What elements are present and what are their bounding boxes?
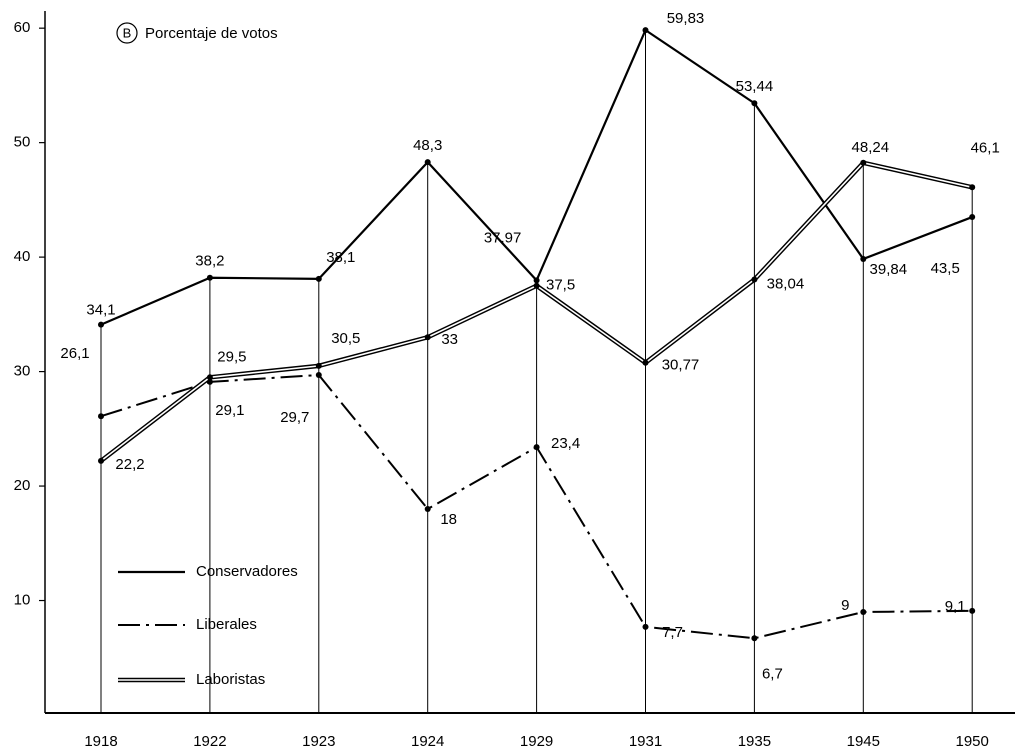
point: [969, 184, 976, 191]
point: [533, 282, 540, 289]
data-label: 37,5: [546, 277, 575, 294]
point: [969, 214, 976, 221]
data-label: 18: [440, 511, 457, 528]
point: [98, 413, 104, 420]
point: [642, 623, 649, 630]
data-label: 30,5: [331, 330, 360, 347]
point: [315, 275, 322, 282]
point: [424, 334, 431, 341]
data-label: 9: [841, 597, 849, 614]
point: [751, 100, 758, 107]
x-tick-label: 1950: [956, 733, 989, 750]
data-label: 37,97: [484, 229, 522, 246]
data-label: 59,83: [667, 10, 705, 27]
annotation: B: [123, 25, 132, 40]
data-label: 29,1: [215, 402, 244, 419]
x-tick-label: 1935: [738, 733, 771, 750]
y-tick-label: 10: [14, 591, 31, 608]
legend-label: Laboristas: [196, 671, 265, 688]
x-tick-label: 1929: [520, 733, 553, 750]
point: [533, 444, 540, 451]
data-label: 53,44: [736, 78, 774, 95]
x-tick-label: 1931: [629, 733, 662, 750]
point: [315, 362, 322, 369]
x-tick-label: 1922: [193, 733, 226, 750]
point: [642, 27, 649, 34]
point: [533, 277, 540, 284]
point: [642, 359, 649, 366]
point: [98, 457, 104, 464]
data-label: 38,1: [326, 249, 355, 266]
data-label: 39,84: [870, 261, 908, 278]
point: [969, 607, 976, 614]
subtitle: Porcentaje de votos: [145, 25, 278, 42]
y-tick-label: 40: [14, 248, 31, 265]
annotation-circle: [116, 22, 138, 44]
data-label: 23,4: [551, 435, 580, 452]
point: [98, 321, 104, 328]
data-label: 48,24: [852, 139, 890, 156]
point: [751, 635, 758, 642]
y-tick-label: 50: [14, 134, 31, 151]
x-tick-label: 1923: [302, 733, 335, 750]
legend-label: Liberales: [196, 616, 257, 633]
data-label: 9,1: [945, 598, 966, 615]
y-tick-label: 30: [14, 363, 31, 380]
data-label: 6,7: [762, 665, 783, 682]
data-label: 46,1: [971, 139, 1000, 156]
point: [751, 276, 758, 283]
point: [206, 374, 213, 381]
x-tick-label: 1945: [847, 733, 880, 750]
point: [860, 255, 867, 262]
data-label: 38,04: [767, 276, 805, 293]
data-label: 26,1: [60, 345, 89, 362]
data-label: 38,2: [195, 253, 224, 270]
data-label: 7,7: [662, 624, 683, 641]
data-label: 30,77: [662, 357, 700, 374]
y-tick-label: 20: [14, 477, 31, 494]
data-label: 29,5: [217, 348, 246, 365]
data-label: 22,2: [115, 456, 144, 473]
point: [424, 159, 431, 166]
point: [860, 608, 867, 615]
point: [206, 274, 213, 281]
legend-label: Conservadores: [196, 563, 298, 580]
data-label: 34,1: [86, 302, 115, 319]
data-label: 29,7: [280, 409, 309, 426]
data-label: 48,3: [413, 137, 442, 154]
data-label: 33: [441, 331, 458, 348]
y-tick-label: 60: [14, 19, 31, 36]
point: [315, 372, 322, 379]
point: [860, 159, 867, 166]
x-tick-label: 1918: [84, 733, 117, 750]
data-label: 43,5: [931, 260, 960, 277]
x-tick-label: 1924: [411, 733, 444, 750]
point: [424, 505, 431, 512]
